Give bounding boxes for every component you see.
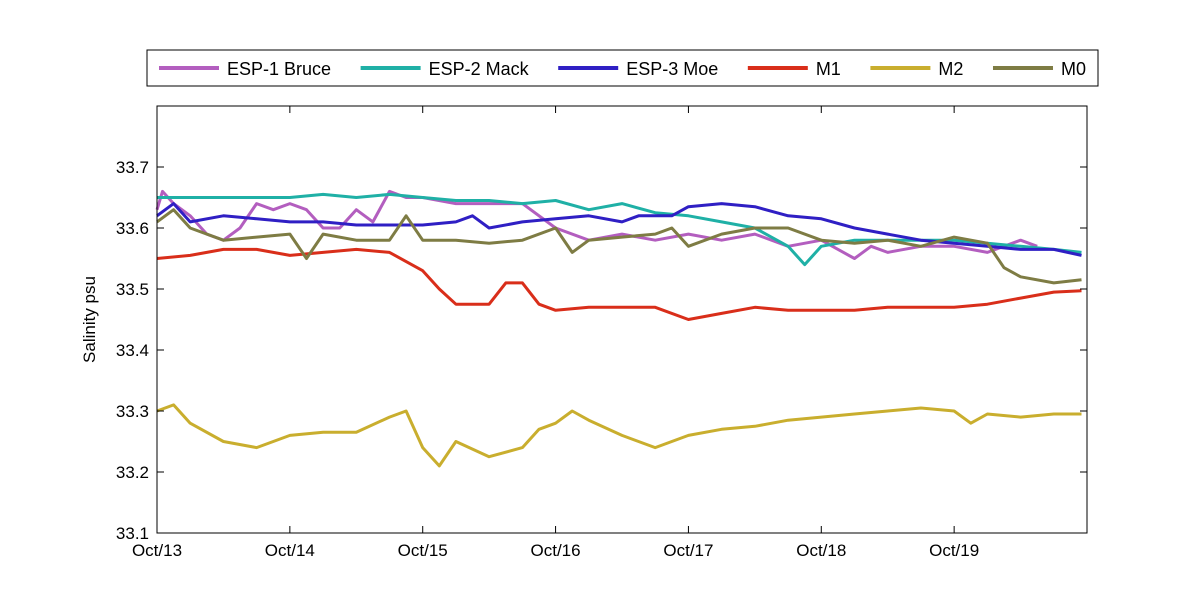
y-tick-label: 33.7 xyxy=(116,158,149,177)
legend-label: ESP-1 Bruce xyxy=(227,59,331,79)
series-line-m1 xyxy=(156,247,1082,321)
y-axis: 33.1 33.2 33.3 33.4 33.5 33.6 33.7 xyxy=(116,158,1087,543)
legend-label: M0 xyxy=(1061,59,1086,79)
y-tick-label: 33.1 xyxy=(116,524,149,543)
y-tick-label: 33.3 xyxy=(116,402,149,421)
y-tick-label: 33.6 xyxy=(116,219,149,238)
x-tick-label: Oct/17 xyxy=(663,541,713,560)
series-line-esp-1-bruce xyxy=(155,189,1038,260)
legend-box xyxy=(146,49,1099,87)
series-line-esp-3-moe xyxy=(156,202,1082,257)
legend: ESP-1 Bruce ESP-2 Mack ESP-3 Moe M1 M2 M0 xyxy=(146,49,1099,87)
legend-label: M1 xyxy=(816,59,841,79)
y-tick-label: 33.4 xyxy=(116,341,149,360)
x-tick-label: Oct/14 xyxy=(265,541,315,560)
series-line-m0 xyxy=(156,208,1082,285)
x-tick-label: Oct/16 xyxy=(531,541,581,560)
y-axis-label: Salinity psu xyxy=(80,276,99,363)
plot-frame xyxy=(156,105,1088,534)
plot-area xyxy=(157,106,1087,533)
series-layer xyxy=(155,189,1082,468)
x-tick-label: Oct/15 xyxy=(398,541,448,560)
legend-label: M2 xyxy=(938,59,963,79)
x-tick-label: Oct/18 xyxy=(796,541,846,560)
x-tick-label: Oct/19 xyxy=(929,541,979,560)
legend-label: ESP-2 Mack xyxy=(429,59,530,79)
legend-label: ESP-3 Moe xyxy=(626,59,718,79)
y-tick-label: 33.2 xyxy=(116,463,149,482)
series-line-m2 xyxy=(156,403,1082,468)
x-tick-label: Oct/13 xyxy=(132,541,182,560)
x-axis: Oct/13 Oct/14 Oct/15 Oct/16 Oct/17 Oct/18 Oct/… xyxy=(132,106,979,560)
y-tick-label: 33.5 xyxy=(116,280,149,299)
